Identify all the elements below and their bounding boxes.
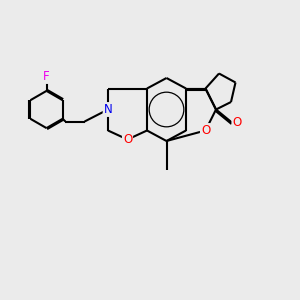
Text: O: O [123,133,132,146]
Text: O: O [232,116,242,130]
Text: F: F [43,70,50,83]
Text: O: O [201,124,210,137]
Text: N: N [103,103,112,116]
